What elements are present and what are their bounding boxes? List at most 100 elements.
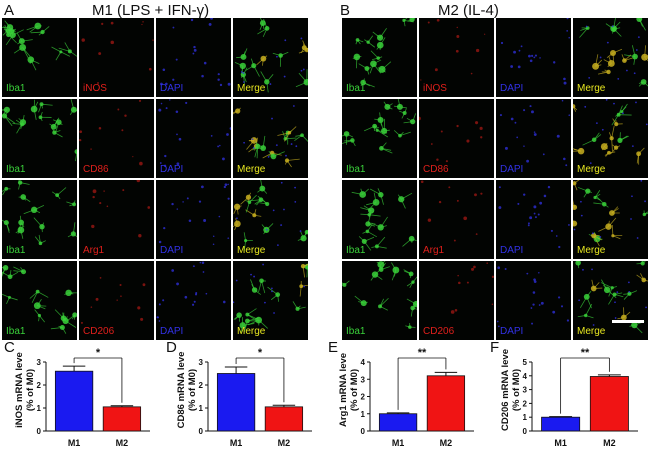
y-tick-label: 1 [523,413,528,422]
channel-label: Merge [237,164,265,175]
micrograph-m1-r4-dapi: DAPI [156,261,231,340]
channel-label: Arg1 [423,245,444,256]
y-axis-label: CD206 mRNA leve(% of M0) [500,349,522,431]
micrograph-m2-r1-dapi: DAPI [496,18,571,97]
y-axis-label: CD86 mRNA leve(% of M0) [176,352,198,429]
channel-label: DAPI [500,83,523,94]
y-tick-label: 1 [37,404,42,413]
bar-m1 [55,371,92,431]
micrograph-m1-r2-merge: Merge [233,99,308,178]
channel-label: Iba1 [6,83,25,94]
channel-label: Merge [237,245,265,256]
micrograph-m2-r4-dapi: DAPI [496,261,571,340]
micrograph-m2-r4-cd206: CD206 [419,261,494,340]
y-tick-label: 2 [523,399,528,408]
x-tick-label: M1 [230,438,243,448]
y-tick-label: 0 [523,427,528,436]
y-axis-label-line: (% of M0) [187,369,198,411]
x-tick-label: M2 [603,438,616,448]
panel-title-m1: M1 (LPS + IFN-γ) [92,2,209,19]
significance-marker: * [96,347,101,359]
micrograph-m2-r3-merge: Merge [573,180,648,259]
channel-label: DAPI [160,164,183,175]
micrograph-m1-r2-iba1: Iba1 [2,99,77,178]
micrograph-m1-r1-merge: Merge [233,18,308,97]
y-tick-label: 3 [523,386,528,395]
micrograph-m2-r3-arg1: Arg1 [419,180,494,259]
y-tick-label: 5 [523,358,528,367]
micrograph-m2-r4-merge: Merge [573,261,648,340]
channel-label: Iba1 [346,245,365,256]
y-axis-label: iNOS mRNA leve(% of M0) [14,352,36,428]
panel-letter-b: B [340,2,350,19]
bar-m1 [217,374,254,432]
y-axis-label-line: iNOS mRNA leve [14,352,25,428]
micrograph-m1-r3-dapi: DAPI [156,180,231,259]
channel-label: Iba1 [346,164,365,175]
channel-label: Merge [577,83,605,94]
micrograph-m2-r2-cd86: CD86 [419,99,494,178]
channel-label: CD86 [423,164,449,175]
y-tick-label: 4 [361,358,366,367]
micrograph-m2-r1-merge: Merge [573,18,648,97]
channel-label: CD86 [83,164,109,175]
y-axis-label-line: (% of M0) [349,369,360,411]
micrograph-m1-r3-iba1: Iba1 [2,180,77,259]
bar-m2 [590,376,628,431]
bar-m1 [542,417,580,431]
micrograph-m2-r2-merge: Merge [573,99,648,178]
panel-title-m2: M2 (IL-4) [438,2,499,19]
channel-label: DAPI [500,164,523,175]
channel-label: Merge [577,245,605,256]
y-tick-label: 2 [199,381,204,390]
y-tick-label: 2 [361,393,366,402]
y-tick-label: 0 [37,427,42,436]
bar-m1 [379,414,416,431]
micrograph-m1-r4-iba1: Iba1 [2,261,77,340]
panel-letter: F [490,339,499,356]
bar-m2 [103,407,140,431]
channel-label: DAPI [500,245,523,256]
x-tick-label: M2 [116,438,129,448]
x-tick-label: M2 [440,438,453,448]
x-tick-label: M1 [68,438,81,448]
channel-label: DAPI [160,245,183,256]
y-tick-label: 1 [199,404,204,413]
micrograph-m2-r1-inos: iNOS [419,18,494,97]
y-axis-label: Arg1 mRNA leve(% of M0) [338,353,360,427]
micrograph-m2-r2-iba1: Iba1 [342,99,417,178]
y-tick-label: 3 [37,358,42,367]
micrograph-m1-r2-cd86: CD86 [79,99,154,178]
y-tick-label: 2 [37,381,42,390]
channel-label: DAPI [160,83,183,94]
y-axis-label-line: CD206 mRNA leve [500,349,511,431]
y-tick-label: 3 [199,358,204,367]
channel-label: Iba1 [6,245,25,256]
y-tick-label: 0 [361,427,366,436]
y-axis-label-line: Arg1 mRNA leve [338,353,349,427]
micrograph-m2-r3-iba1: Iba1 [342,180,417,259]
channel-label: iNOS [83,83,107,94]
micrograph-m1-r1-dapi: DAPI [156,18,231,97]
micrograph-m1-r1-iba1: Iba1 [2,18,77,97]
y-axis-label-line: (% of M0) [511,369,522,411]
micrograph-m2-r3-dapi: DAPI [496,180,571,259]
y-tick-label: 1 [361,410,366,419]
significance-marker: ** [418,347,427,359]
x-tick-label: M1 [554,438,567,448]
x-tick-label: M1 [392,438,405,448]
y-tick-label: 0 [199,427,204,436]
scale-bar [612,320,644,323]
channel-label: Merge [237,83,265,94]
y-tick-label: 3 [361,375,366,384]
channel-label: Iba1 [346,83,365,94]
